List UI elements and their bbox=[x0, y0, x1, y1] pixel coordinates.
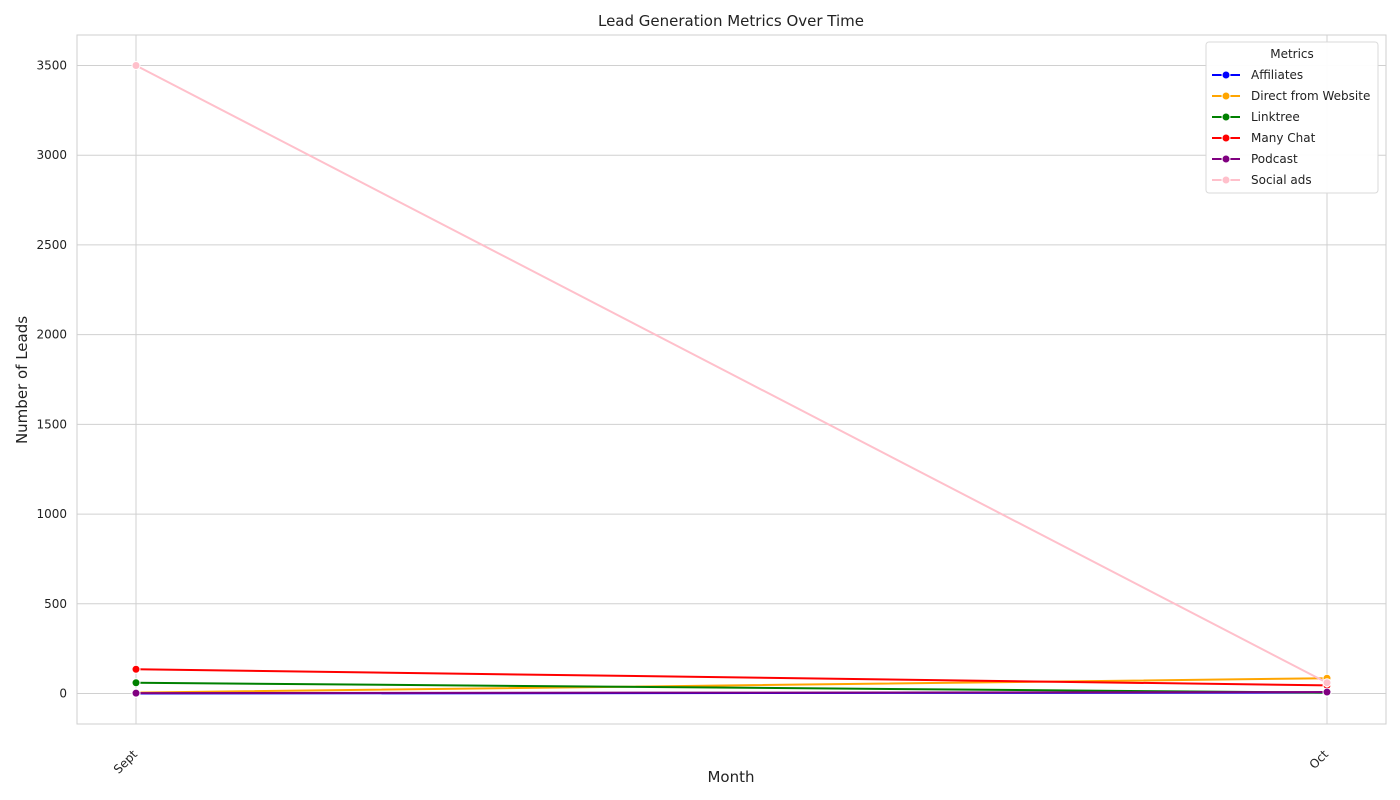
legend-item: Podcast bbox=[1212, 152, 1298, 166]
legend-marker-swatch bbox=[1221, 133, 1231, 143]
y-tick-label: 1000 bbox=[36, 507, 67, 521]
legend-item: Affiliates bbox=[1212, 68, 1303, 82]
y-axis-label: Number of Leads bbox=[13, 316, 31, 444]
legend-label: Linktree bbox=[1251, 110, 1300, 124]
series-line bbox=[135, 691, 1328, 695]
y-tick-label: 1500 bbox=[36, 417, 67, 431]
series-point bbox=[1322, 678, 1332, 688]
x-axis-label: Month bbox=[707, 768, 754, 786]
legend: Metrics Affiliates Direct from Website Link… bbox=[1205, 41, 1379, 194]
legend-label: Many Chat bbox=[1251, 131, 1316, 145]
x-tick-label: Oct bbox=[1307, 747, 1332, 772]
chart-title: Lead Generation Metrics Over Time bbox=[598, 12, 864, 30]
y-tick-label: 2500 bbox=[36, 238, 67, 252]
series-point bbox=[131, 664, 141, 674]
series-point bbox=[131, 688, 141, 698]
legend-label: Direct from Website bbox=[1251, 89, 1370, 103]
legend-item: Direct from Website bbox=[1212, 89, 1370, 103]
series-line bbox=[135, 64, 1328, 684]
y-tick-label: 2000 bbox=[36, 328, 67, 342]
legend-label: Social ads bbox=[1251, 173, 1312, 187]
series-point bbox=[1322, 687, 1332, 697]
legend-item: Linktree bbox=[1212, 110, 1300, 124]
y-tick-label: 500 bbox=[44, 597, 67, 611]
series-line bbox=[135, 677, 1328, 694]
legend-item: Social ads bbox=[1212, 173, 1312, 187]
legend-marker-swatch bbox=[1221, 175, 1231, 185]
series-point bbox=[131, 61, 141, 71]
legend-marker-swatch bbox=[1221, 154, 1231, 164]
x-tick-label: Sept bbox=[111, 747, 140, 776]
y-tick-label: 3000 bbox=[36, 148, 67, 162]
series-line bbox=[135, 681, 1328, 694]
legend-item: Many Chat bbox=[1212, 131, 1316, 145]
series-point bbox=[131, 678, 141, 688]
plot-frame bbox=[76, 34, 1387, 725]
y-tick-label: 0 bbox=[59, 686, 67, 700]
legend-label: Podcast bbox=[1251, 152, 1298, 166]
plot-area: 0 500 1000 1500 2000 2500 3000 3500 Sept Oct Metri… bbox=[36, 34, 1387, 776]
legend-marker-swatch bbox=[1221, 91, 1231, 101]
y-tick-label: 3500 bbox=[36, 59, 67, 73]
legend-label: Affiliates bbox=[1251, 68, 1303, 82]
legend-marker-swatch bbox=[1221, 112, 1231, 122]
legend-title: Metrics bbox=[1270, 47, 1314, 61]
legend-marker-swatch bbox=[1221, 70, 1231, 80]
legend-box bbox=[1205, 41, 1379, 194]
series-line bbox=[135, 668, 1328, 687]
